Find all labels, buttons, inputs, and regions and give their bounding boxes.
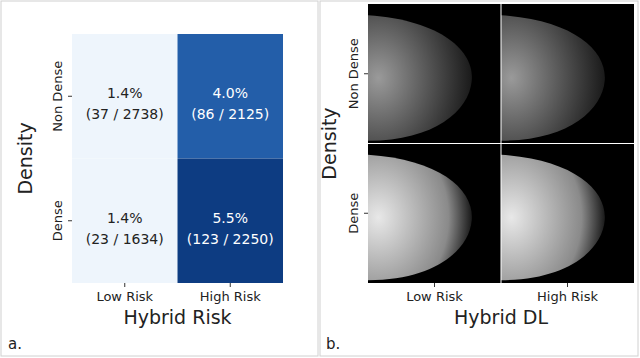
heatmap-cell: [72, 159, 178, 284]
heatmap-cell: [178, 34, 284, 159]
panel-label: b.: [326, 335, 340, 353]
tick-mark: [68, 96, 72, 97]
tick-mark: [364, 213, 368, 214]
image-cell: [501, 144, 634, 284]
image-background: [368, 4, 501, 144]
image-background: [501, 144, 634, 284]
panel-label: a.: [8, 335, 22, 353]
tick-mark: [434, 283, 435, 287]
heatmap-cells: [72, 34, 283, 283]
breast-image: [368, 15, 472, 141]
x-axis-label: Hybrid DL: [454, 306, 548, 328]
canvas: 1.4% (37 / 2738) 4.0% (86 / 2125) 1.4% (23 / …: [0, 0, 640, 358]
x-axis-label: Hybrid Risk: [123, 306, 231, 328]
y-tick-label: Dense: [346, 193, 361, 234]
image-cell: [368, 144, 501, 284]
tick-mark: [230, 283, 231, 287]
value-label: 1.4%: [107, 85, 143, 101]
x-tick-label: Low Risk: [406, 289, 463, 304]
heatmap-cell: [72, 34, 178, 159]
value-label: 5.5%: [212, 210, 248, 226]
image-background: [501, 4, 634, 144]
y-tick-label: Non Dense: [346, 38, 361, 109]
breast-image: [501, 15, 605, 141]
y-axis-label: Density: [318, 107, 340, 179]
image-background: [368, 144, 501, 284]
image-cell: [368, 4, 501, 144]
panel-frame: [320, 1, 638, 356]
grid-divider: [368, 143, 634, 144]
heatmap-cell: [178, 159, 284, 284]
count-label: (23 / 1634): [86, 231, 164, 247]
x-tick-label: High Risk: [200, 289, 261, 304]
x-tick-label: Low Risk: [96, 289, 153, 304]
y-tick-label: Dense: [50, 200, 65, 241]
figure: 1.4% (37 / 2738) 4.0% (86 / 2125) 1.4% (23 / …: [0, 0, 640, 358]
tick-mark: [68, 220, 72, 221]
tick-mark: [364, 73, 368, 74]
value-label: 4.0%: [212, 85, 248, 101]
panel-frame: [1, 1, 318, 356]
count-label: (86 / 2125): [191, 106, 269, 122]
value-label: 1.4%: [107, 210, 143, 226]
image-cell: [501, 4, 634, 144]
count-label: (37 / 2738): [86, 106, 164, 122]
count-label: (123 / 2250): [187, 231, 274, 247]
y-tick-label: Non Dense: [50, 61, 65, 132]
breast-image: [368, 155, 472, 281]
y-axis-label: Density: [14, 122, 36, 194]
tick-mark: [567, 283, 568, 287]
x-tick-label: High Risk: [537, 289, 598, 304]
breast-image: [501, 155, 605, 281]
tick-mark: [124, 283, 125, 287]
